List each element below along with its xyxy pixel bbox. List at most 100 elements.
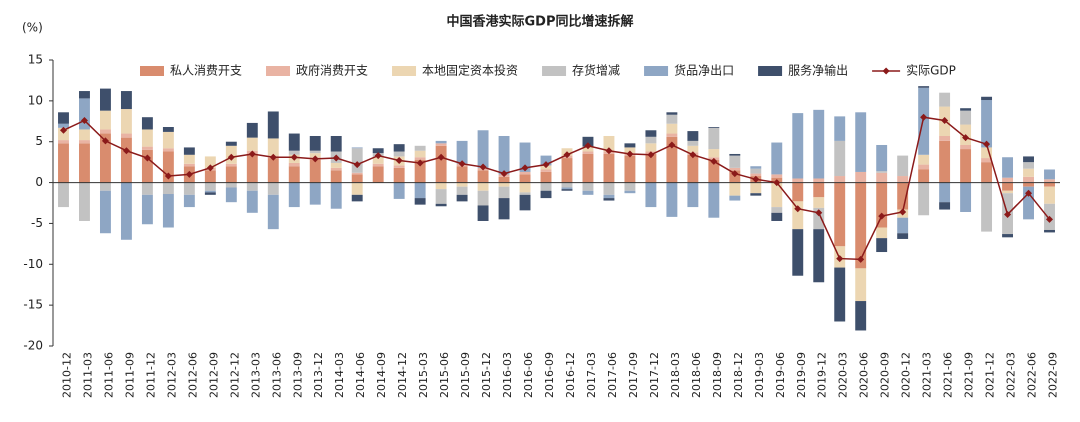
x-tick-label: 2016-03 (501, 352, 514, 398)
legend-swatch (266, 66, 291, 76)
x-tick-label: 2014-12 (396, 352, 409, 398)
bar-segment (939, 182, 951, 203)
bar-segment (498, 176, 510, 183)
bar-segment (561, 182, 573, 188)
bar-segment (414, 198, 426, 205)
bar-segment (834, 140, 846, 177)
bar-segment (918, 87, 930, 155)
bar-segment (79, 140, 90, 144)
x-tick-label: 2018-12 (732, 352, 745, 398)
bar-segment (582, 190, 594, 195)
bar-segment (813, 109, 825, 179)
y-tick-label: 0 (35, 175, 43, 189)
bar-segment (58, 127, 69, 141)
bar-segment (750, 193, 762, 196)
bar-segment (960, 182, 972, 212)
bar-segment (708, 127, 720, 150)
legend-swatch (392, 66, 417, 76)
bar-segment (288, 133, 300, 151)
bar-segment (708, 159, 720, 183)
bar-segment (351, 174, 363, 183)
bar-segment (435, 189, 447, 204)
bar-segment (855, 112, 867, 172)
gdp-marker (164, 172, 172, 180)
x-tick-label: 2018-09 (711, 352, 724, 398)
x-tick-label: 2017-03 (585, 352, 598, 398)
gdp-marker (374, 152, 382, 160)
bar-segment (624, 143, 636, 148)
legend-label: 政府消费开支 (296, 63, 368, 78)
x-tick-label: 2017-06 (606, 352, 619, 398)
gdp-marker (269, 153, 277, 161)
bar-segment (393, 167, 405, 183)
x-tick-label: 2018-06 (690, 352, 703, 398)
bar-segment (309, 159, 321, 183)
gdp-marker (584, 142, 592, 150)
bar-segment (162, 127, 174, 132)
chart-title: 中国香港实际GDP同比增速拆解 (447, 14, 634, 30)
bar-segment (1002, 234, 1014, 238)
bar-segment (141, 117, 153, 130)
bar-segment (981, 182, 993, 232)
bar-segment (666, 123, 678, 134)
x-tick-label: 2014-09 (375, 352, 388, 398)
bar-segment (750, 182, 762, 194)
bar-segment (1002, 182, 1014, 191)
bar-segment (477, 205, 489, 221)
bar-segment (414, 159, 426, 183)
bar-segment (666, 136, 678, 183)
bar-segment (855, 268, 867, 302)
gdp-line (63, 116, 1051, 261)
gdp-marker (710, 157, 718, 165)
bar-segment (1023, 168, 1034, 177)
bar-segment (876, 227, 888, 239)
bar-segment (183, 154, 195, 164)
bar-segment (456, 194, 468, 202)
bar-segment (435, 145, 447, 183)
gdp-marker (59, 126, 67, 134)
x-tick-label: 2019-03 (753, 352, 766, 398)
x-tick-label: 2017-12 (648, 352, 661, 398)
gdp-marker (731, 170, 739, 178)
x-tick-label: 2012-06 (186, 352, 199, 398)
y-axis-label: (%) (22, 21, 43, 35)
bar-segment (834, 182, 846, 247)
y-tick-label: -20 (23, 339, 43, 353)
bar-segment (309, 182, 321, 205)
bar-segment (540, 155, 552, 166)
gdp-marker (122, 147, 130, 155)
bar-segment (330, 162, 342, 168)
bar-segment (456, 182, 468, 187)
bar-segment (414, 182, 426, 199)
bar-segment (1002, 177, 1014, 183)
gdp-marker (416, 159, 424, 167)
bar-segment (79, 182, 90, 221)
bar-segment (897, 176, 909, 183)
bar-segment (120, 137, 132, 183)
bar-segment (855, 301, 867, 331)
bar-segment (771, 174, 783, 178)
bar-segment (1002, 157, 1014, 178)
gdp-marker (80, 116, 88, 124)
legend-swatch (140, 66, 164, 76)
bar-segment (813, 182, 825, 198)
bar-segment (414, 145, 426, 151)
y-tick-label: -15 (23, 298, 43, 312)
gdp-marker (962, 134, 970, 142)
x-tick-label: 2021-12 (984, 352, 997, 398)
bar-segment (771, 142, 783, 175)
x-tick-label: 2012-12 (228, 352, 241, 398)
bar-segment (540, 182, 552, 191)
x-tick-label: 2014-03 (333, 352, 346, 398)
bar-segment (498, 186, 510, 199)
bar-segment (876, 182, 888, 228)
bar-segment (1044, 186, 1055, 204)
bar-segment (960, 108, 972, 111)
bar-segment (645, 143, 657, 152)
bar-segment (162, 131, 174, 149)
bar-segment (666, 112, 678, 115)
bar-segment (834, 116, 846, 141)
bar-segment (456, 140, 468, 164)
bar-segment (99, 182, 111, 191)
bar-segment (456, 166, 468, 183)
